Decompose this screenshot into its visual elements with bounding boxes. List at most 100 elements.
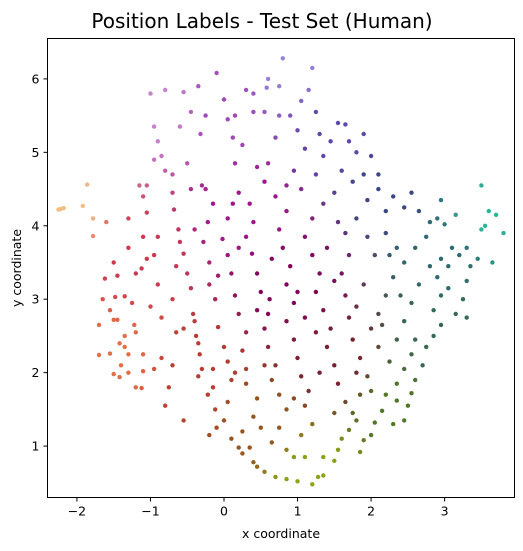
data-point [299, 374, 304, 379]
data-point [361, 131, 366, 137]
data-point [291, 168, 297, 173]
data-point [251, 109, 256, 115]
data-point [221, 418, 227, 423]
data-point [435, 216, 440, 221]
data-point [133, 271, 138, 276]
data-point [357, 392, 363, 397]
data-point [262, 363, 267, 368]
data-point [291, 396, 297, 401]
data-point [264, 85, 269, 90]
data-point [115, 273, 120, 278]
data-point [335, 219, 341, 225]
data-point [284, 183, 289, 188]
data-point [306, 388, 311, 394]
data-point [302, 454, 308, 460]
data-point [225, 117, 230, 122]
data-point [225, 359, 230, 364]
data-point [181, 418, 186, 423]
data-point [190, 311, 196, 317]
data-point [332, 410, 337, 416]
data-point [357, 449, 363, 455]
data-point [177, 239, 183, 245]
data-point [416, 208, 422, 214]
data-point [100, 297, 105, 302]
data-point [413, 337, 418, 342]
data-point [284, 208, 289, 214]
data-point [446, 264, 451, 269]
data-point [284, 319, 289, 324]
data-point [324, 245, 330, 250]
data-point [240, 142, 245, 148]
data-point [277, 113, 282, 118]
data-point [251, 219, 256, 225]
data-point [207, 432, 212, 438]
data-point [113, 294, 118, 300]
data-point [155, 282, 160, 287]
data-point [265, 311, 271, 317]
data-point [133, 330, 138, 335]
data-point [122, 333, 127, 339]
data-point [85, 182, 90, 187]
data-point [490, 260, 495, 265]
data-point [163, 87, 168, 93]
data-point [258, 289, 263, 295]
data-point [155, 139, 160, 144]
data-point [310, 216, 315, 221]
data-point [361, 282, 366, 287]
data-point [273, 194, 278, 199]
data-point [243, 234, 249, 239]
data-point [501, 230, 506, 236]
data-point [313, 289, 319, 295]
data-point [321, 308, 326, 313]
data-point [464, 245, 469, 250]
data-point [140, 194, 146, 199]
data-point [247, 445, 252, 450]
y-axis-label: y coordinate [9, 229, 24, 307]
data-point [354, 216, 359, 221]
data-point [107, 308, 113, 313]
data-point [346, 139, 352, 144]
y-tick-label: 4 [32, 218, 40, 233]
data-point [254, 164, 260, 170]
data-point [140, 234, 146, 239]
data-point [460, 297, 466, 302]
data-point [199, 183, 205, 188]
y-tick-label: 3 [32, 292, 40, 307]
data-point [174, 330, 179, 335]
data-point [402, 319, 407, 324]
data-point [431, 308, 436, 313]
data-point [215, 324, 221, 330]
data-point [144, 256, 149, 261]
data-point [379, 408, 385, 413]
data-point [321, 473, 326, 478]
data-point [354, 150, 359, 155]
data-point [482, 223, 488, 228]
data-point [243, 330, 249, 335]
x-tick-label: 2 [367, 504, 375, 519]
data-point [137, 183, 142, 188]
data-point [354, 418, 359, 423]
data-point [368, 388, 374, 394]
data-point [332, 363, 337, 368]
data-point [398, 293, 403, 298]
data-point [118, 363, 124, 368]
data-point [321, 454, 326, 460]
x-tick-label: 1 [294, 504, 302, 519]
data-point [166, 385, 171, 390]
data-point [313, 109, 319, 115]
data-point [464, 278, 469, 284]
data-point [148, 304, 153, 309]
data-point [409, 300, 414, 306]
data-point [265, 344, 271, 350]
data-point [280, 56, 285, 61]
data-point [284, 407, 289, 412]
data-point [171, 207, 177, 212]
data-point [151, 366, 157, 372]
data-point [402, 366, 407, 372]
data-point [394, 381, 399, 386]
data-point [229, 271, 234, 276]
data-point [394, 337, 399, 342]
data-point [328, 326, 333, 331]
data-point [181, 326, 186, 331]
